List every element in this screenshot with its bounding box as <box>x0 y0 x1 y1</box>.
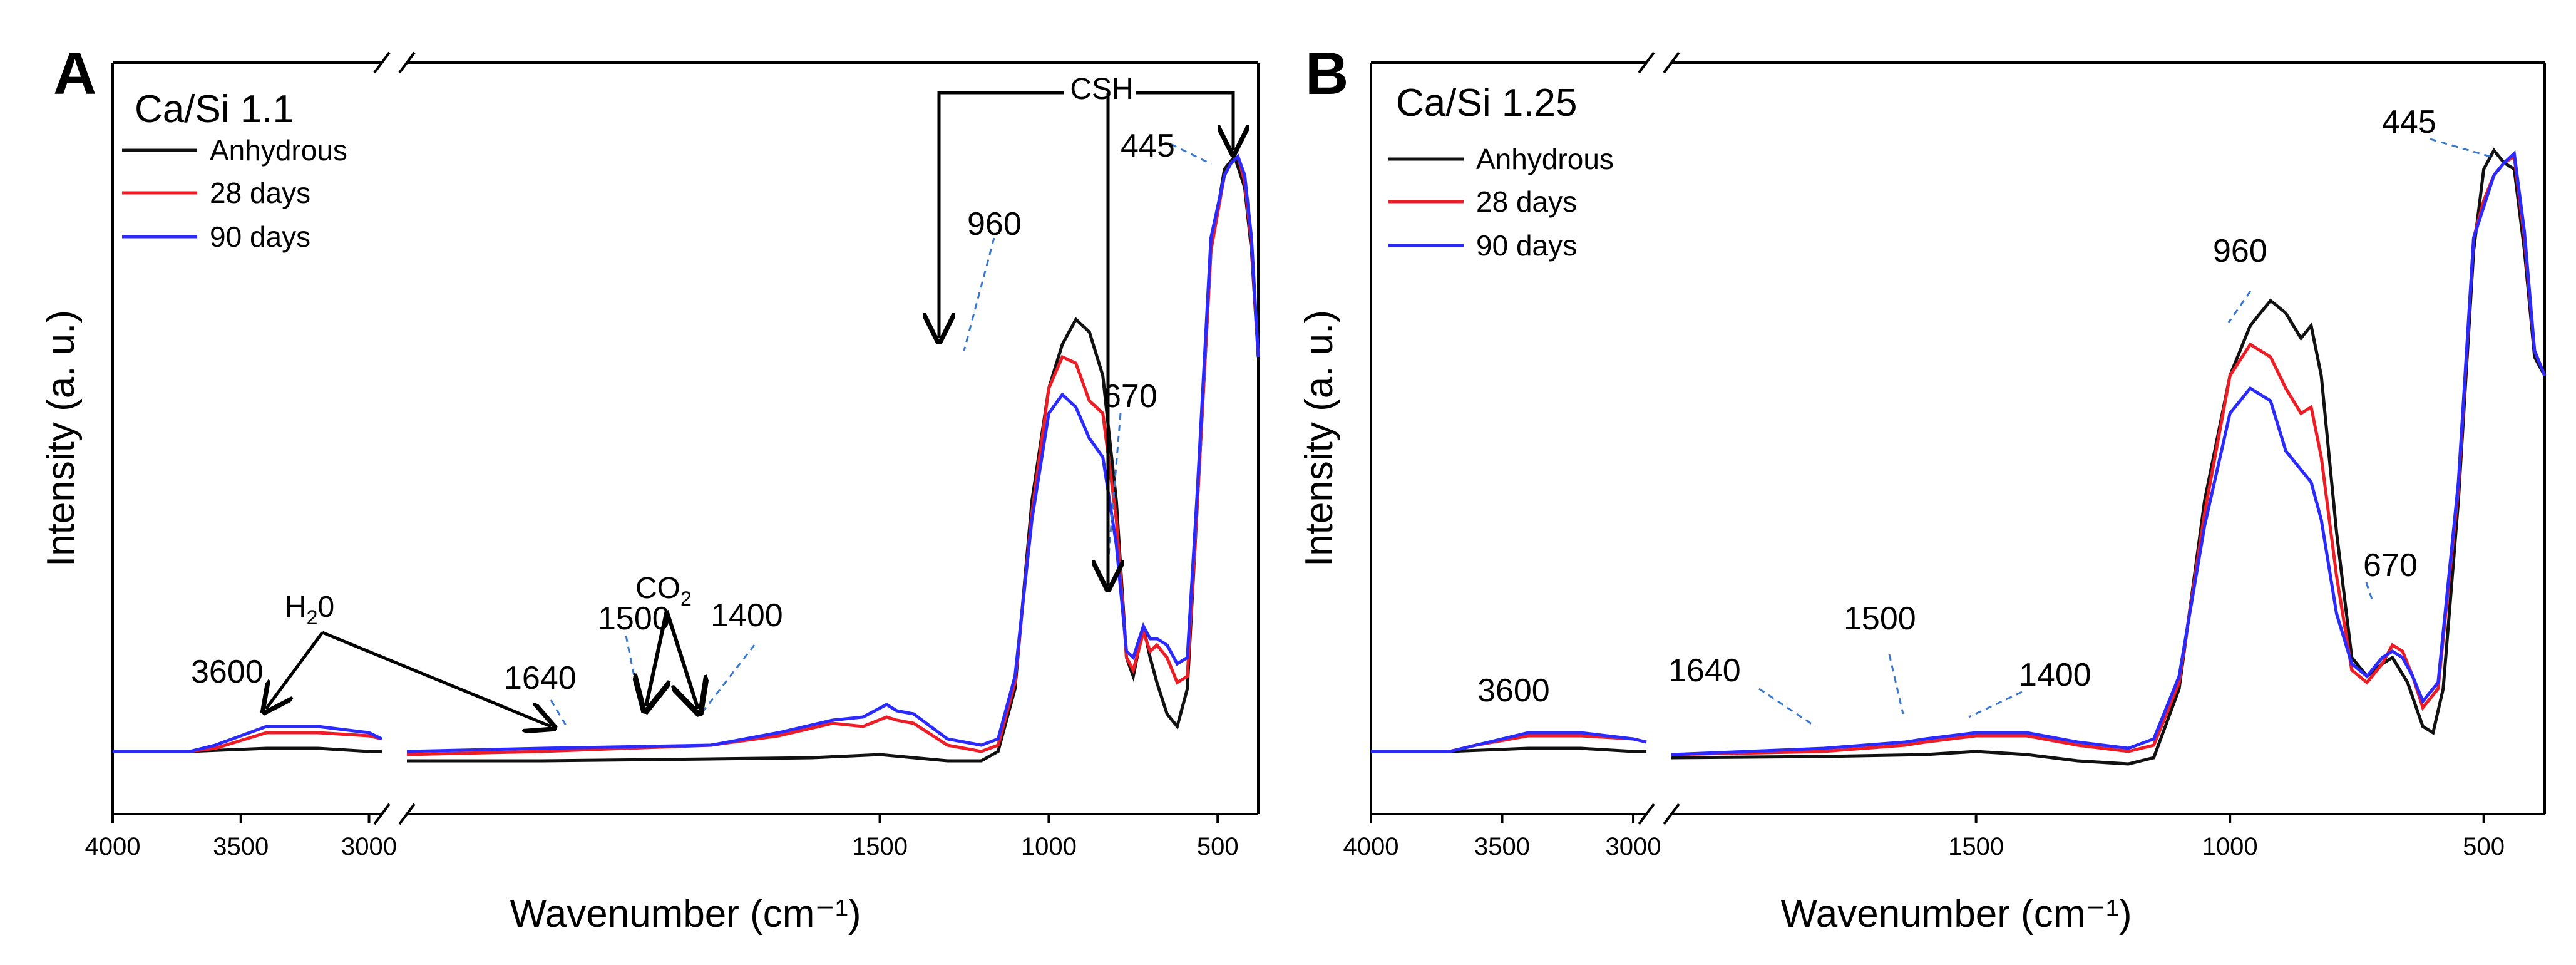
x-tick-label-1500: 1500 <box>1948 833 2004 860</box>
panel-b: B Ca/Si 1.25 Wavenumber (cm⁻¹) Intensity… <box>1298 40 2547 936</box>
x-tick-label-1000: 1000 <box>1021 833 1077 860</box>
x-tick-label-4000: 4000 <box>1343 833 1399 860</box>
co2-label-co: CO <box>635 572 680 605</box>
series-line-90-days-right <box>1671 150 2547 756</box>
y-axis-label: Intensity (a. u.) <box>39 310 83 567</box>
x-ticks: 4000 3500 3000 1500 1000 500 <box>1343 814 2505 860</box>
x-tick-label-1500: 1500 <box>852 833 908 860</box>
leader-1640 <box>550 699 568 727</box>
label-1500: 1500 <box>1844 601 1916 637</box>
x-tick-label-3000: 3000 <box>1606 833 1661 860</box>
legend-label-anhydrous: Anhydrous <box>1476 143 1614 175</box>
series-line-28-days-right <box>406 153 1260 756</box>
label-670: 670 <box>1103 378 1157 415</box>
label-1400: 1400 <box>711 597 783 634</box>
x-ticks: 4000 3500 3000 1500 1000 500 <box>85 814 1239 860</box>
series-line-90-days-right <box>406 153 1260 753</box>
series-line-28-days-right <box>1671 153 2547 756</box>
legend-label-anhydrous: Anhydrous <box>210 134 347 167</box>
axis-break-bottom <box>1638 803 1680 825</box>
panel-title: Ca/Si 1.25 <box>1396 81 1578 125</box>
csh-group: CSH <box>939 73 1233 586</box>
series-line-90-days-left <box>1371 731 1647 753</box>
panel-title: Ca/Si 1.1 <box>135 88 294 131</box>
water-arrow-right <box>322 631 551 726</box>
leader-445 <box>1170 143 1212 165</box>
co2-arrow-right <box>665 610 698 709</box>
x-axis-label: Wavenumber (cm⁻¹) <box>1781 892 2132 936</box>
y-axis-label: Intensity (a. u.) <box>1298 310 1341 567</box>
label-445: 445 <box>2382 104 2436 140</box>
co2-label: CO2 <box>635 572 692 610</box>
x-axis-label: Wavenumber (cm⁻¹) <box>510 892 861 936</box>
label-1640: 1640 <box>504 660 577 696</box>
panel-letter: B <box>1305 40 1348 107</box>
water-group: H20 <box>266 591 551 726</box>
x-tick-label-3500: 3500 <box>1474 833 1530 860</box>
axis-break-top <box>1638 51 1680 74</box>
water-label: H20 <box>285 591 334 629</box>
co2-group: CO2 <box>635 572 698 709</box>
legend-label-90-days: 90 days <box>210 220 310 253</box>
leader-1640 <box>1758 688 1816 728</box>
series-line-90-days-left <box>113 725 383 753</box>
x-tick-label-500: 500 <box>2463 833 2505 860</box>
csh-label: CSH <box>1070 73 1133 106</box>
leader-1500 <box>1888 654 1904 715</box>
label-960: 960 <box>967 206 1022 242</box>
panel-a: A Ca/Si 1.1 Wavenumber (cm⁻¹) Intensity … <box>39 40 1260 936</box>
leader-1400 <box>700 644 756 715</box>
label-1400: 1400 <box>2019 657 2091 693</box>
label-670: 670 <box>2363 547 2418 584</box>
legend: Anhydrous 28 days 90 days <box>1388 143 1614 262</box>
label-960: 960 <box>2213 233 2267 269</box>
water-label-sub: 2 <box>307 606 318 629</box>
x-tick-label-3000: 3000 <box>341 833 397 860</box>
label-1640: 1640 <box>1668 653 1741 689</box>
x-tick-label-4000: 4000 <box>85 833 141 860</box>
label-1500: 1500 <box>598 601 670 637</box>
water-arrow-left <box>266 631 324 709</box>
leader-1500 <box>625 635 641 705</box>
x-tick-label-500: 500 <box>1197 833 1239 860</box>
leader-960 <box>963 237 995 351</box>
water-label-h: H <box>285 591 307 624</box>
leader-960 <box>2227 291 2252 323</box>
x-tick-label-1000: 1000 <box>2202 833 2258 860</box>
co2-label-sub: 2 <box>680 587 692 610</box>
leader-670 <box>1107 413 1122 564</box>
label-3600: 3600 <box>191 654 264 690</box>
legend: Anhydrous 28 days 90 days <box>122 134 347 253</box>
series-line-anhydrous-right <box>1671 147 2547 766</box>
label-3600: 3600 <box>1477 673 1550 709</box>
leader-670 <box>2365 582 2374 602</box>
peak-annotations: 960 670 445 1640 1500 1400 3600 <box>1477 104 2495 728</box>
leader-445 <box>2430 138 2495 159</box>
leader-1400 <box>1968 691 2023 718</box>
panel-letter: A <box>53 40 96 107</box>
legend-label-28-days: 28 days <box>210 177 310 209</box>
label-445: 445 <box>1121 128 1175 164</box>
legend-label-90-days: 90 days <box>1476 229 1577 262</box>
co2-arrow-left <box>646 610 667 706</box>
peak-annotations: 960 670 445 1640 1500 1400 3600 <box>191 128 1212 727</box>
water-label-tail: 0 <box>317 591 334 624</box>
csh-bracket-left <box>939 91 1064 338</box>
legend-label-28-days: 28 days <box>1476 185 1577 218</box>
csh-bracket-right <box>1136 91 1233 150</box>
x-tick-label-3500: 3500 <box>213 833 269 860</box>
axis-break-top <box>373 51 416 74</box>
axis-break-bottom <box>373 803 416 825</box>
